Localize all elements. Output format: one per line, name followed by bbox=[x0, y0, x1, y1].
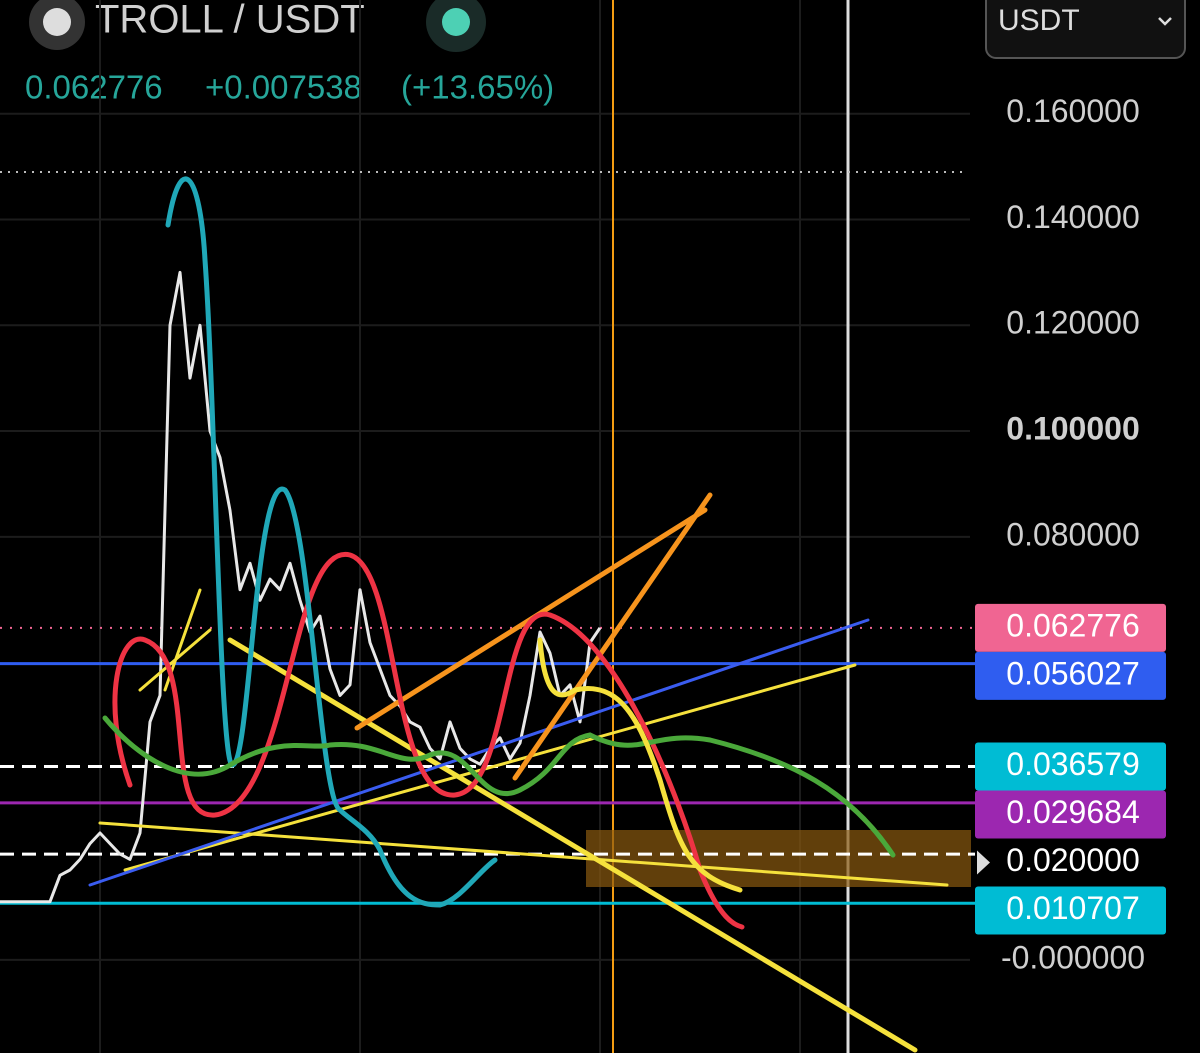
price-level-tag bbox=[975, 742, 1166, 791]
price-change-pct: (+13.65%) bbox=[401, 69, 554, 106]
price bbox=[0, 270, 602, 904]
quote-dropdown-label[interactable]: USDT bbox=[998, 4, 1080, 37]
price-level-arrow bbox=[977, 850, 990, 875]
zone-box bbox=[586, 830, 971, 887]
y-tick-label: 0.140000 bbox=[1006, 199, 1139, 235]
y-axis: 0.160000 0.140000 0.120000 0.100000 0.080000… bbox=[975, 93, 1166, 975]
y-tick-label: 0.120000 bbox=[1006, 305, 1139, 341]
y-tick-label: -0.000000 bbox=[1001, 939, 1145, 975]
annotations bbox=[88, 176, 949, 1053]
grid bbox=[0, 0, 970, 1053]
price-line bbox=[0, 270, 602, 904]
price-level-label: 0.020000 bbox=[1006, 842, 1139, 878]
drawn-line bbox=[88, 618, 870, 887]
status-dot bbox=[442, 8, 470, 36]
quote-dropdown[interactable] bbox=[985, 0, 1186, 59]
price-level-tag bbox=[975, 886, 1166, 935]
drawn-line bbox=[227, 637, 918, 1053]
drawn-curve bbox=[102, 715, 896, 858]
price-level-tag bbox=[975, 790, 1166, 839]
last-price: 0.062776 bbox=[25, 69, 163, 106]
y-tick-label: 0.080000 bbox=[1006, 516, 1139, 552]
drawn-curve bbox=[165, 176, 498, 908]
price-level-label: 0.062776 bbox=[1006, 607, 1139, 643]
price-level-label: 0.010707 bbox=[1006, 890, 1139, 926]
pair-title: TROLL / USDT bbox=[95, 0, 365, 42]
drawn-line bbox=[123, 663, 857, 872]
price-level-tag bbox=[975, 603, 1166, 652]
drawn-curve bbox=[112, 552, 745, 930]
price-level-tag bbox=[975, 651, 1166, 700]
price-level-label: 0.029684 bbox=[1006, 794, 1139, 830]
price-level-label: 0.056027 bbox=[1006, 655, 1139, 691]
price-change: +0.007538 bbox=[205, 69, 362, 106]
y-tick-label: 0.160000 bbox=[1006, 93, 1139, 129]
drawn-curve bbox=[537, 637, 743, 893]
y-tick-label: 0.100000 bbox=[1006, 410, 1139, 446]
dropdown-caret bbox=[1158, 17, 1172, 26]
coin-icon-face bbox=[43, 8, 71, 36]
price-level-label: 0.036579 bbox=[1006, 746, 1139, 782]
